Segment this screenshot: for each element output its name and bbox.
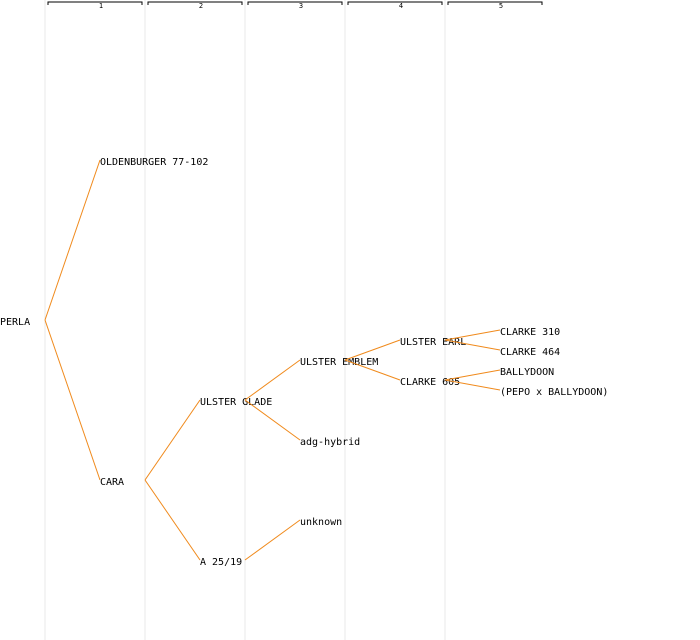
horse-name: PERLA [0, 317, 30, 328]
pedigree-edge [44, 159, 101, 321]
horse-name: CLARKE 464 [500, 347, 560, 358]
horse-name: CARA [100, 477, 124, 488]
column-bracket [447, 1, 543, 5]
pedigree-edge [244, 519, 301, 561]
horse-name: BALLYDOON [500, 367, 554, 378]
pedigree-edge [244, 359, 301, 401]
pedigree-edge [144, 399, 201, 481]
column-header: 2 [199, 2, 203, 10]
pedigree-edge [144, 479, 201, 561]
column-header: 4 [399, 2, 403, 10]
column-bracket [347, 1, 443, 5]
horse-name: CLARKE 310 [500, 327, 560, 338]
pedigree-edge [44, 319, 101, 481]
pedigree-edge [444, 339, 501, 351]
pedigree-edge [444, 379, 501, 391]
column-header: 1 [99, 2, 103, 10]
horse-name: ULSTER GLADE [200, 397, 272, 408]
pedigree-edge [344, 359, 401, 381]
pedigree-edge [244, 399, 301, 441]
horse-name: (PEPO x BALLYDOON) [500, 387, 608, 398]
pedigree-edge [444, 329, 501, 341]
column-bracket [247, 1, 343, 5]
horse-name: A 25/19 [200, 557, 242, 568]
column-bracket [47, 1, 143, 5]
column-header: 3 [299, 2, 303, 10]
pedigree-edge [344, 339, 401, 361]
horse-name: CLARKE 605 [400, 377, 460, 388]
horse-name: OLDENBURGER 77-102 [100, 157, 208, 168]
horse-name: ULSTER EMBLEM [300, 357, 378, 368]
column-header: 5 [499, 2, 503, 10]
pedigree-edge [444, 369, 501, 381]
horse-name: adg-hybrid [300, 437, 360, 448]
column-bracket [147, 1, 243, 5]
horse-name[interactable]: ULSTER EARL [400, 337, 466, 348]
horse-name: unknown [300, 517, 342, 528]
